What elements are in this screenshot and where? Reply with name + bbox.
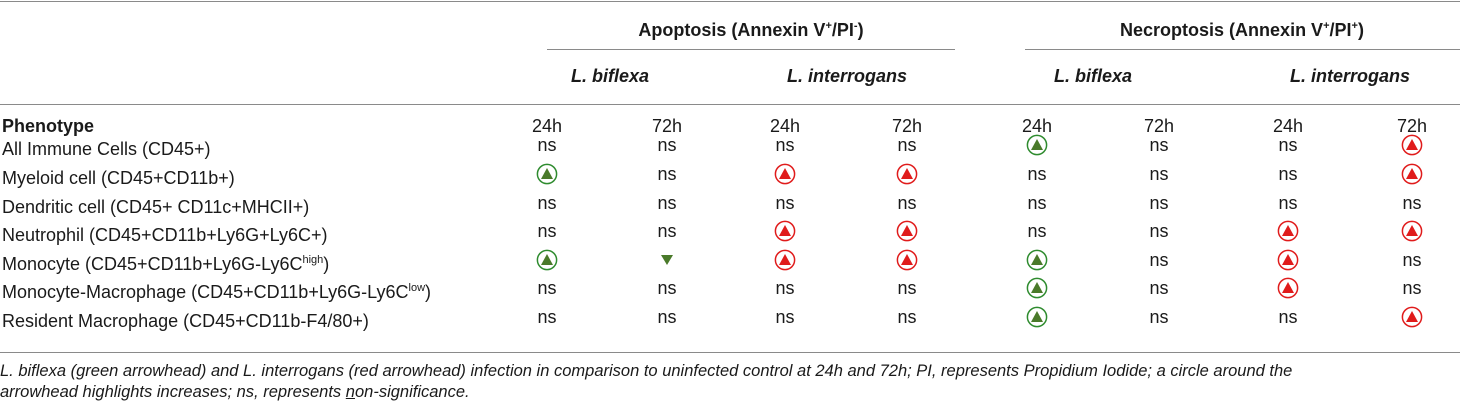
- ns-value: ns: [537, 192, 557, 213]
- ns-value: ns: [1027, 220, 1047, 241]
- footnote-line-2: arrowhead highlights increases; ns, repr…: [0, 383, 470, 401]
- ns-value: ns: [1278, 163, 1298, 184]
- timepoint-header-24h-2: 24h: [769, 116, 801, 136]
- green-circled-up-arrowhead-icon: [536, 162, 558, 186]
- ns-value: ns: [1278, 192, 1298, 213]
- red-circled-up-arrowhead-icon: [774, 162, 796, 186]
- green-circled-up-arrowhead-icon: [1026, 305, 1048, 329]
- ns-value: ns: [775, 134, 795, 155]
- species-header-biflexa-apoptosis: L. biflexa: [570, 66, 650, 86]
- table-footnote: L. biflexa (green arrowhead) and L. inte…: [0, 361, 1455, 403]
- ns-value: ns: [1149, 134, 1169, 155]
- ns-value: ns: [657, 277, 677, 298]
- green-down-arrowhead-icon: [656, 248, 678, 272]
- ns-value: ns: [1402, 249, 1422, 270]
- row-label: Resident Macrophage (CD45+CD11b-F4/80+): [2, 311, 369, 331]
- red-circled-up-arrowhead-icon: [896, 219, 918, 243]
- timepoint-header-72h-1: 72h: [651, 116, 683, 136]
- red-circled-up-arrowhead-icon: [1401, 305, 1423, 329]
- red-circled-up-arrowhead-icon: [1401, 219, 1423, 243]
- bottom-rule: [0, 352, 1460, 353]
- header-rule: [0, 104, 1460, 105]
- red-circled-up-arrowhead-icon: [1277, 276, 1299, 300]
- red-circled-up-arrowhead-icon: [896, 248, 918, 272]
- ns-value: ns: [1278, 134, 1298, 155]
- ns-value: ns: [1027, 163, 1047, 184]
- species-header-interrogans-necroptosis: L. interrogans: [1289, 66, 1411, 86]
- timepoint-header-72h-3: 72h: [891, 116, 923, 136]
- ns-value: ns: [537, 134, 557, 155]
- timepoint-header-72h-5: 72h: [1143, 116, 1175, 136]
- green-circled-up-arrowhead-icon: [1026, 248, 1048, 272]
- ns-value: ns: [1149, 249, 1169, 270]
- row-label: Neutrophil (CD45+CD11b+Ly6G+Ly6C+): [2, 225, 328, 245]
- ns-value: ns: [657, 163, 677, 184]
- red-circled-up-arrowhead-icon: [1277, 219, 1299, 243]
- ns-value: ns: [657, 220, 677, 241]
- ns-value: ns: [897, 277, 917, 298]
- row-label: All Immune Cells (CD45+): [2, 139, 211, 159]
- ns-value: ns: [1149, 220, 1169, 241]
- phenotype-header: Phenotype: [2, 116, 95, 136]
- red-circled-up-arrowhead-icon: [1277, 248, 1299, 272]
- ns-value: ns: [1027, 192, 1047, 213]
- footnote-line-1: L. biflexa (green arrowhead) and L. inte…: [0, 362, 1293, 380]
- red-circled-up-arrowhead-icon: [774, 219, 796, 243]
- timepoint-header-72h-7: 72h: [1396, 116, 1428, 136]
- red-circled-up-arrowhead-icon: [1401, 133, 1423, 157]
- row-label: Myeloid cell (CD45+CD11b+): [2, 168, 235, 188]
- timepoint-header-24h-6: 24h: [1272, 116, 1304, 136]
- group-header-apoptosis: Apoptosis (Annexin V+/PI-): [638, 20, 864, 40]
- ns-value: ns: [775, 192, 795, 213]
- ns-value: ns: [537, 277, 557, 298]
- ns-value: ns: [537, 306, 557, 327]
- ns-value: ns: [775, 306, 795, 327]
- ns-value: ns: [1149, 306, 1169, 327]
- ns-value: ns: [775, 277, 795, 298]
- species-header-interrogans-apoptosis: L. interrogans: [786, 66, 908, 86]
- green-circled-up-arrowhead-icon: [1026, 133, 1048, 157]
- ns-value: ns: [1149, 163, 1169, 184]
- species-header-biflexa-necroptosis: L. biflexa: [1053, 66, 1133, 86]
- green-circled-up-arrowhead-icon: [536, 248, 558, 272]
- row-label: Dendritic cell (CD45+ CD11c+MHCII+): [2, 197, 310, 217]
- ns-value: ns: [1149, 192, 1169, 213]
- timepoint-header-24h-4: 24h: [1021, 116, 1053, 136]
- row-label: Monocyte (CD45+CD11b+Ly6G-Ly6Chigh): [2, 254, 330, 274]
- ns-value: ns: [657, 134, 677, 155]
- red-circled-up-arrowhead-icon: [1401, 162, 1423, 186]
- red-circled-up-arrowhead-icon: [896, 162, 918, 186]
- group-header-necroptosis: Necroptosis (Annexin V+/PI+): [1120, 20, 1364, 40]
- ns-value: ns: [1149, 277, 1169, 298]
- row-label: Monocyte-Macrophage (CD45+CD11b+Ly6G-Ly6…: [2, 282, 432, 302]
- necroptosis-group-rule: [1025, 49, 1460, 50]
- green-circled-up-arrowhead-icon: [1026, 276, 1048, 300]
- ns-value: ns: [537, 220, 557, 241]
- ns-value: ns: [897, 192, 917, 213]
- red-circled-up-arrowhead-icon: [774, 248, 796, 272]
- ns-value: ns: [657, 192, 677, 213]
- ns-value: ns: [897, 134, 917, 155]
- timepoint-header-24h-0: 24h: [531, 116, 563, 136]
- ns-value: ns: [657, 306, 677, 327]
- top-rule: [0, 1, 1460, 2]
- ns-value: ns: [897, 306, 917, 327]
- ns-value: ns: [1402, 277, 1422, 298]
- ns-value: ns: [1402, 192, 1422, 213]
- apoptosis-group-rule: [547, 49, 955, 50]
- ns-value: ns: [1278, 306, 1298, 327]
